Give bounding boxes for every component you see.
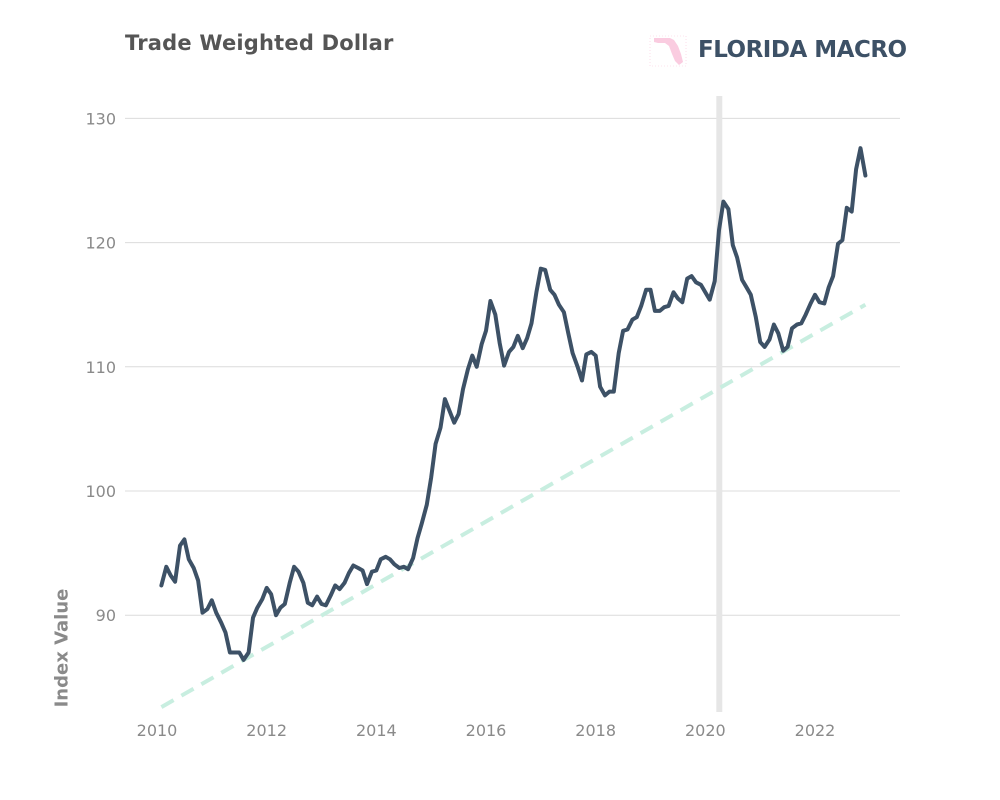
florida-shape (654, 38, 683, 65)
x-tick-label: 2012 (246, 721, 287, 740)
y-tick-label: 110 (85, 358, 116, 377)
y-tick-label: 120 (85, 234, 116, 253)
brand-logo: FLORIDA MACRO (648, 32, 907, 68)
x-tick-label: 2020 (685, 721, 726, 740)
x-tick-label: 2014 (356, 721, 397, 740)
dollar-index-line (159, 146, 868, 662)
chart-title: Trade Weighted Dollar (125, 31, 394, 55)
x-tick-label: 2022 (795, 721, 836, 740)
recession-band-group (716, 96, 723, 712)
x-tick-label: 2010 (137, 721, 178, 740)
y-axis-ticks: 90 100 110 120 130 (85, 109, 116, 625)
trend-line-dashed (160, 302, 867, 709)
x-tick-label: 2018 (575, 721, 616, 740)
series-group (159, 146, 868, 709)
x-tick-label: 2016 (466, 721, 507, 740)
gridlines (125, 117, 900, 616)
x-axis-ticks: 2010 2012 2014 2016 2018 2020 2022 (137, 721, 836, 740)
florida-map-icon (649, 35, 687, 67)
y-tick-label: 130 (85, 109, 116, 128)
y-tick-label: 100 (85, 482, 116, 501)
brand-name: FLORIDA MACRO (698, 37, 907, 63)
recession-band (716, 96, 723, 712)
y-tick-label: 90 (96, 606, 116, 625)
florida-frame (649, 35, 687, 67)
